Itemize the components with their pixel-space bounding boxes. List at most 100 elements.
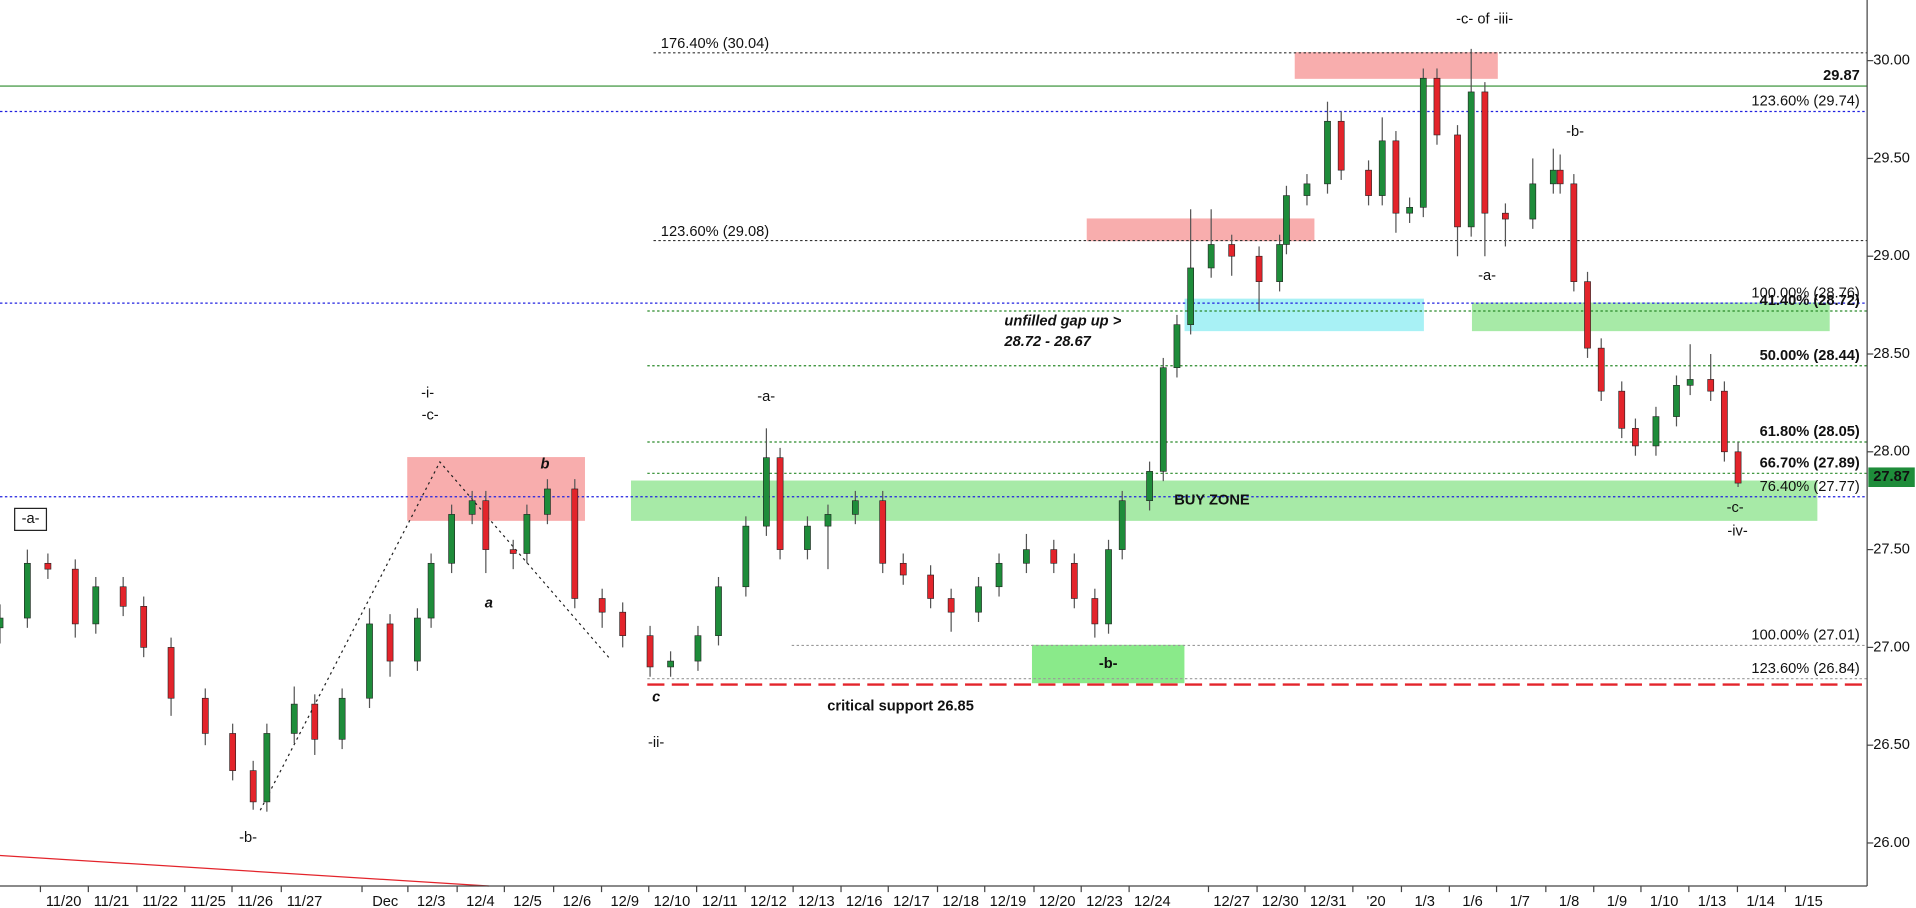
x-tick-label: 12/9 [610, 894, 639, 908]
candle-body [1365, 169, 1372, 196]
zone [1031, 644, 1185, 684]
candle-body [1050, 549, 1058, 564]
x-tick-label: 1/6 [1462, 894, 1482, 908]
level-label: 41.40% (28.72) [1760, 293, 1860, 309]
candle-body [1283, 195, 1290, 245]
candle-body [1276, 244, 1283, 282]
x-tick-label: 12/4 [466, 894, 495, 908]
wave-label: -ii- [648, 735, 664, 751]
x-tick-label: 1/13 [1698, 894, 1727, 908]
y-tick-label: 29.00 [1873, 248, 1910, 264]
wave-label: -c- [422, 407, 439, 423]
candle-body [1337, 120, 1345, 171]
candle-body [1502, 212, 1509, 220]
x-tick-label: 12/12 [750, 894, 787, 908]
level-label: 100.00% (27.01) [1751, 628, 1859, 644]
y-tick-label: 26.50 [1873, 737, 1910, 753]
x-tick-label: 12/24 [1134, 894, 1171, 908]
candle-body [509, 549, 517, 554]
candle-body [1159, 367, 1167, 472]
candle-body [229, 733, 237, 771]
candle-body [1721, 390, 1728, 453]
level-label: 50.00% (28.44) [1760, 348, 1860, 364]
candle-body [544, 488, 551, 515]
candle-body [1173, 324, 1181, 369]
candle-body [1378, 140, 1386, 196]
wave-label: -iv- [1727, 523, 1747, 539]
candle-body [1324, 120, 1331, 185]
candle-body [598, 598, 606, 613]
y-tick-label: 27.50 [1873, 541, 1910, 557]
level-label: 123.60% (29.74) [1751, 94, 1859, 110]
y-tick-label: 28.00 [1873, 444, 1910, 460]
candle-body [667, 660, 674, 668]
candle-body [523, 514, 531, 554]
candle-body [1070, 562, 1078, 599]
candle-body [824, 514, 832, 527]
level-label: 123.60% (26.84) [1751, 661, 1859, 677]
wave-label: -a- [1478, 268, 1496, 284]
candle-body [1146, 471, 1153, 502]
candle-body [290, 703, 298, 734]
candle-body [1734, 451, 1742, 484]
candle-body [44, 562, 52, 570]
candle-body [927, 574, 934, 599]
candle-body [1406, 207, 1413, 214]
x-tick-label: 11/21 [94, 894, 130, 908]
x-tick-label: 12/20 [1039, 894, 1076, 908]
candle-body [1549, 169, 1557, 185]
candle-body [1467, 91, 1475, 228]
label-box [14, 507, 48, 531]
x-tick-label: 12/23 [1086, 894, 1123, 908]
x-tick-label: 1/7 [1510, 894, 1530, 908]
candle-body [1556, 169, 1564, 185]
x-tick-label: 1/8 [1559, 894, 1579, 908]
candle-body [763, 457, 770, 527]
x-tick-label: 1/15 [1794, 894, 1823, 908]
candle-body [804, 525, 811, 550]
candle-body [140, 606, 148, 648]
candle-body [468, 500, 476, 515]
level-label: 76.40% (27.77) [1760, 479, 1860, 495]
x-tick-label: 12/17 [893, 894, 930, 908]
candle-body [1255, 255, 1263, 282]
x-tick-label: 12/13 [798, 894, 835, 908]
x-tick-label: 11/22 [142, 894, 178, 908]
candle-body [414, 617, 421, 662]
wave-label: -c- [1727, 500, 1744, 516]
x-tick-label: 11/20 [46, 894, 82, 908]
x-tick-label: 12/19 [990, 894, 1027, 908]
zone [1471, 302, 1830, 332]
candle-body [975, 586, 982, 613]
last-price-label: 27.87 [1873, 469, 1910, 485]
candle-body [119, 586, 127, 607]
x-tick-label: 12/27 [1213, 894, 1250, 908]
candle-body [427, 562, 435, 619]
wave-label: -a- [757, 389, 775, 405]
candle-body [694, 635, 702, 662]
candle-body [201, 697, 209, 734]
x-tick-label: 12/18 [942, 894, 979, 908]
candle-body [1707, 379, 1715, 392]
level-label: 176.40% (30.04) [661, 36, 769, 52]
wave-label: c [652, 690, 660, 706]
candle-body [92, 586, 100, 625]
candle-body [619, 611, 627, 636]
x-tick-label: 12/3 [417, 894, 446, 908]
y-tick-label: 30.00 [1873, 53, 1910, 69]
wave-label: -i- [421, 385, 434, 401]
last-price-box [1868, 467, 1915, 488]
candle-body [879, 500, 887, 564]
candle-body [1529, 183, 1537, 220]
candle-body [249, 770, 257, 803]
candle-body [851, 500, 859, 515]
candle-body [71, 568, 79, 625]
candle-body [1673, 384, 1680, 417]
candle-body [1187, 267, 1195, 325]
candle-body [646, 635, 654, 668]
zone [407, 457, 585, 521]
zone [1184, 298, 1424, 332]
zone-label: -b- [1099, 656, 1118, 672]
candle-body [1392, 140, 1400, 214]
